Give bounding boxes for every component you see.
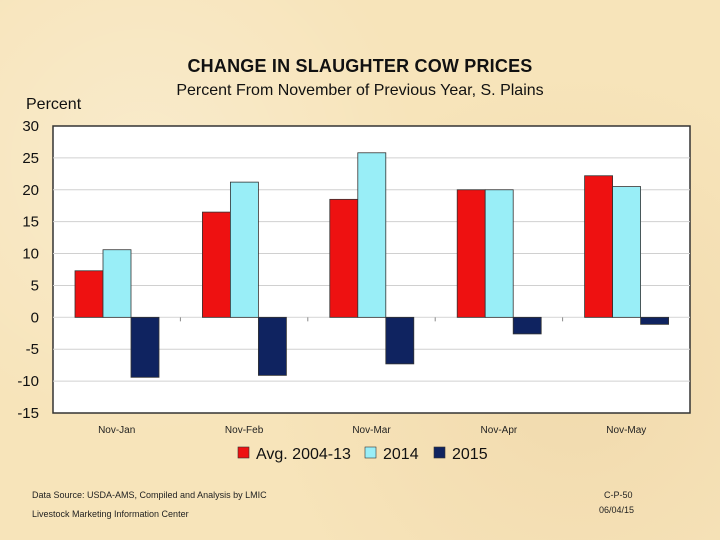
bar-nov-feb-series-1	[229, 181, 259, 318]
x-ticks: Nov-Jan Nov-Feb Nov-Mar Nov-Apr Nov-May	[98, 317, 646, 436]
y-ticks: 30 25 20 15 10 5 0 -5 -10 -15	[17, 118, 39, 422]
y-tick-label: -5	[26, 341, 39, 358]
x-tick-label: Nov-May	[606, 425, 646, 436]
bar-nov-apr-series-0	[456, 189, 486, 318]
bar-nov-apr-series-2	[512, 316, 542, 335]
bar-nov-feb-series-2	[257, 316, 287, 376]
x-tick-label: Nov-Mar	[352, 425, 391, 436]
y-axis-label: Percent	[26, 96, 82, 113]
y-tick-label: 10	[22, 246, 39, 263]
organization-name: Livestock Marketing Information Center	[32, 509, 189, 519]
legend-label-0: Avg. 2004-13	[256, 446, 351, 463]
bars	[74, 152, 669, 378]
bar-nov-jan-series-2	[130, 316, 160, 378]
y-tick-label: 5	[31, 277, 39, 294]
y-tick-label: 15	[22, 214, 39, 231]
bar-nov-mar-series-0	[329, 198, 359, 318]
bar-nov-may-series-2	[640, 316, 669, 325]
y-tick-label: 30	[22, 118, 39, 135]
x-tick-label: Nov-Apr	[481, 425, 518, 436]
chart-code: C-P-50	[604, 490, 633, 500]
legend-label-2: 2015	[452, 446, 488, 463]
y-tick-label: -10	[17, 373, 39, 390]
bar-nov-mar-series-1	[357, 152, 387, 318]
bar-nov-may-series-1	[612, 186, 641, 318]
y-tick-label: 25	[22, 150, 39, 167]
x-tick-label: Nov-Feb	[225, 425, 264, 436]
data-source-note: Data Source: USDA-AMS, Compiled and Anal…	[32, 490, 267, 500]
bar-nov-mar-series-2	[385, 316, 415, 365]
chart-date: 06/04/15	[599, 505, 635, 515]
legend-swatch-2	[433, 446, 446, 459]
bar-nov-jan-series-0	[74, 270, 104, 318]
legend-swatch-1	[364, 446, 377, 459]
chart-subtitle: Percent From November of Previous Year, …	[176, 82, 544, 99]
bar-nov-feb-series-0	[201, 211, 231, 318]
legend: Avg. 2004-13 2014 2015	[237, 446, 488, 463]
bar-nov-jan-series-1	[102, 249, 132, 318]
y-tick-label: -15	[17, 405, 39, 422]
chart-title: CHANGE IN SLAUGHTER COW PRICES	[187, 56, 533, 76]
legend-swatch-0	[237, 446, 250, 459]
bar-nov-apr-series-1	[484, 189, 514, 318]
y-tick-label: 0	[31, 309, 39, 326]
x-tick-label: Nov-Jan	[98, 425, 135, 436]
y-tick-label: 20	[22, 182, 39, 199]
legend-label-1: 2014	[383, 446, 419, 463]
bar-nov-may-series-0	[584, 175, 613, 318]
gridlines	[53, 157, 690, 382]
